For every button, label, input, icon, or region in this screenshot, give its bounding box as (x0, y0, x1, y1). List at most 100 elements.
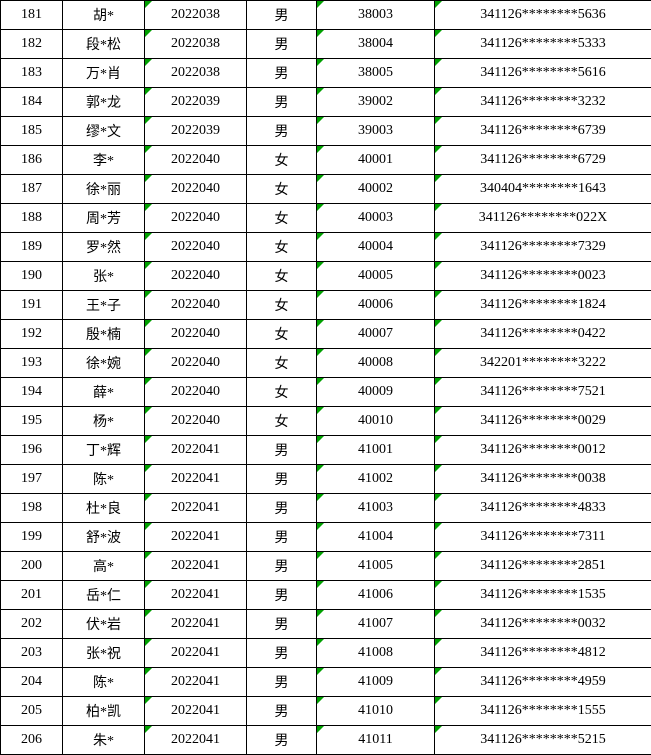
cell-name: 李* (63, 146, 145, 175)
cell-year: 2022040 (145, 262, 247, 291)
cell-code: 40006 (317, 291, 435, 320)
table-row: 200高*2022041男41005341126********2851 (1, 552, 651, 581)
cell-sex: 男 (247, 465, 317, 494)
cell-name: 朱* (63, 726, 145, 755)
cell-seq: 193 (1, 349, 63, 378)
table-row: 195杨*2022040女40010341126********0029 (1, 407, 651, 436)
cell-sex: 男 (247, 1, 317, 30)
cell-sex: 男 (247, 494, 317, 523)
cell-name: 缪*文 (63, 117, 145, 146)
table-row: 182段*松2022038男38004341126********5333 (1, 30, 651, 59)
table-row: 192殷*楠2022040女40007341126********0422 (1, 320, 651, 349)
cell-seq: 181 (1, 1, 63, 30)
cell-name: 王*子 (63, 291, 145, 320)
cell-sex: 男 (247, 668, 317, 697)
cell-year: 2022038 (145, 59, 247, 88)
cell-code: 41011 (317, 726, 435, 755)
table-row: 186李*2022040女40001341126********6729 (1, 146, 651, 175)
cell-sex: 女 (247, 204, 317, 233)
cell-code: 41004 (317, 523, 435, 552)
cell-year: 2022041 (145, 523, 247, 552)
cell-code: 40005 (317, 262, 435, 291)
cell-year: 2022040 (145, 378, 247, 407)
cell-year: 2022041 (145, 639, 247, 668)
cell-sex: 女 (247, 262, 317, 291)
cell-year: 2022041 (145, 465, 247, 494)
cell-sex: 男 (247, 59, 317, 88)
cell-name: 伏*岩 (63, 610, 145, 639)
cell-idnum: 341126********1535 (435, 581, 651, 610)
cell-name: 丁*辉 (63, 436, 145, 465)
cell-code: 41006 (317, 581, 435, 610)
cell-idnum: 341126********5636 (435, 1, 651, 30)
cell-seq: 187 (1, 175, 63, 204)
cell-year: 2022041 (145, 610, 247, 639)
cell-seq: 184 (1, 88, 63, 117)
cell-name: 段*松 (63, 30, 145, 59)
cell-idnum: 341126********3232 (435, 88, 651, 117)
cell-seq: 200 (1, 552, 63, 581)
cell-code: 39003 (317, 117, 435, 146)
cell-year: 2022040 (145, 146, 247, 175)
table-row: 203张*祝2022041男41008341126********4812 (1, 639, 651, 668)
table-row: 197陈*2022041男41002341126********0038 (1, 465, 651, 494)
cell-idnum: 341126********0038 (435, 465, 651, 494)
cell-idnum: 341126********7521 (435, 378, 651, 407)
cell-name: 胡* (63, 1, 145, 30)
cell-code: 40001 (317, 146, 435, 175)
cell-name: 柏*凯 (63, 697, 145, 726)
cell-name: 陈* (63, 465, 145, 494)
table-row: 193徐*婉2022040女40008342201********3222 (1, 349, 651, 378)
cell-code: 38005 (317, 59, 435, 88)
table-row: 202伏*岩2022041男41007341126********0032 (1, 610, 651, 639)
cell-code: 41009 (317, 668, 435, 697)
cell-code: 40003 (317, 204, 435, 233)
cell-idnum: 341126********022X (435, 204, 651, 233)
cell-seq: 206 (1, 726, 63, 755)
cell-sex: 男 (247, 639, 317, 668)
table-row: 190张*2022040女40005341126********0023 (1, 262, 651, 291)
cell-idnum: 341126********5616 (435, 59, 651, 88)
table-row: 196丁*辉2022041男41001341126********0012 (1, 436, 651, 465)
data-table-container: 181胡*2022038男38003341126********5636182段… (0, 0, 651, 755)
cell-seq: 198 (1, 494, 63, 523)
cell-seq: 188 (1, 204, 63, 233)
cell-sex: 女 (247, 378, 317, 407)
cell-year: 2022041 (145, 581, 247, 610)
cell-idnum: 341126********1555 (435, 697, 651, 726)
cell-sex: 男 (247, 610, 317, 639)
cell-idnum: 341126********7329 (435, 233, 651, 262)
cell-idnum: 341126********5333 (435, 30, 651, 59)
cell-year: 2022041 (145, 697, 247, 726)
cell-seq: 203 (1, 639, 63, 668)
cell-year: 2022040 (145, 320, 247, 349)
cell-sex: 男 (247, 30, 317, 59)
cell-sex: 女 (247, 349, 317, 378)
cell-sex: 男 (247, 523, 317, 552)
cell-idnum: 342201********3222 (435, 349, 651, 378)
cell-sex: 男 (247, 552, 317, 581)
cell-year: 2022040 (145, 291, 247, 320)
table-row: 185缪*文2022039男39003341126********6739 (1, 117, 651, 146)
cell-seq: 182 (1, 30, 63, 59)
cell-seq: 186 (1, 146, 63, 175)
cell-code: 38003 (317, 1, 435, 30)
cell-idnum: 341126********4812 (435, 639, 651, 668)
cell-idnum: 341126********6729 (435, 146, 651, 175)
cell-code: 40004 (317, 233, 435, 262)
cell-seq: 192 (1, 320, 63, 349)
cell-sex: 女 (247, 407, 317, 436)
cell-code: 41005 (317, 552, 435, 581)
cell-code: 41008 (317, 639, 435, 668)
cell-idnum: 341126********0023 (435, 262, 651, 291)
cell-idnum: 341126********7311 (435, 523, 651, 552)
cell-code: 40002 (317, 175, 435, 204)
cell-name: 万*肖 (63, 59, 145, 88)
cell-name: 杜*良 (63, 494, 145, 523)
cell-seq: 197 (1, 465, 63, 494)
cell-sex: 女 (247, 320, 317, 349)
cell-year: 2022040 (145, 204, 247, 233)
cell-name: 张*祝 (63, 639, 145, 668)
cell-year: 2022040 (145, 349, 247, 378)
table-row: 181胡*2022038男38003341126********5636 (1, 1, 651, 30)
